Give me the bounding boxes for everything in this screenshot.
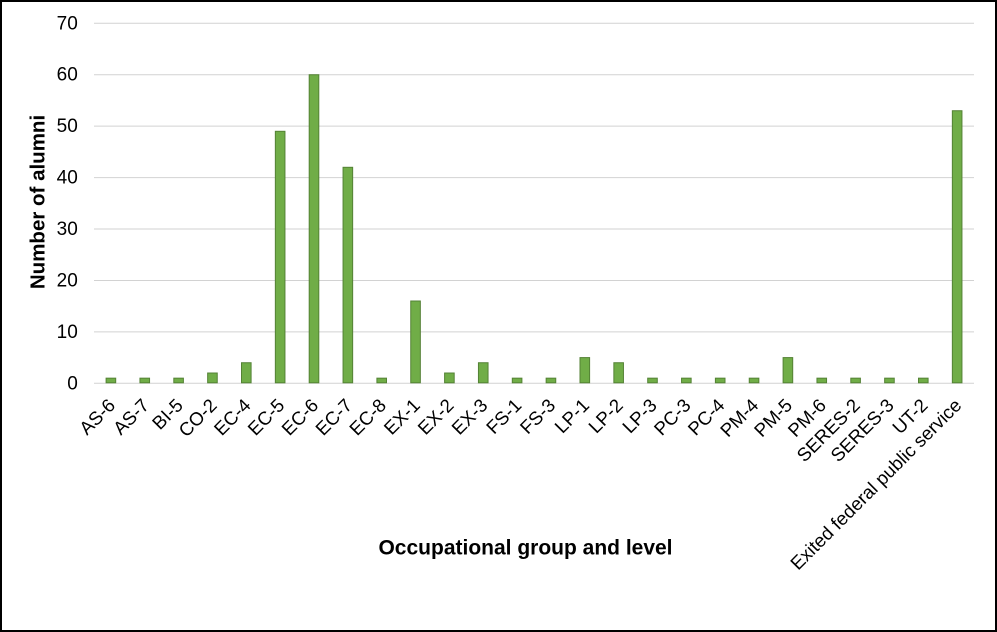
svg-text:50: 50 — [57, 116, 78, 137]
svg-text:10: 10 — [57, 322, 78, 343]
svg-text:Occupational group and level: Occupational group and level — [378, 537, 672, 560]
svg-text:Number of alumni: Number of alumni — [27, 115, 50, 289]
svg-text:60: 60 — [57, 65, 78, 86]
svg-text:0: 0 — [67, 373, 78, 394]
svg-text:40: 40 — [57, 168, 78, 189]
svg-text:30: 30 — [57, 219, 78, 240]
svg-text:20: 20 — [57, 270, 78, 291]
svg-text:70: 70 — [57, 13, 78, 34]
